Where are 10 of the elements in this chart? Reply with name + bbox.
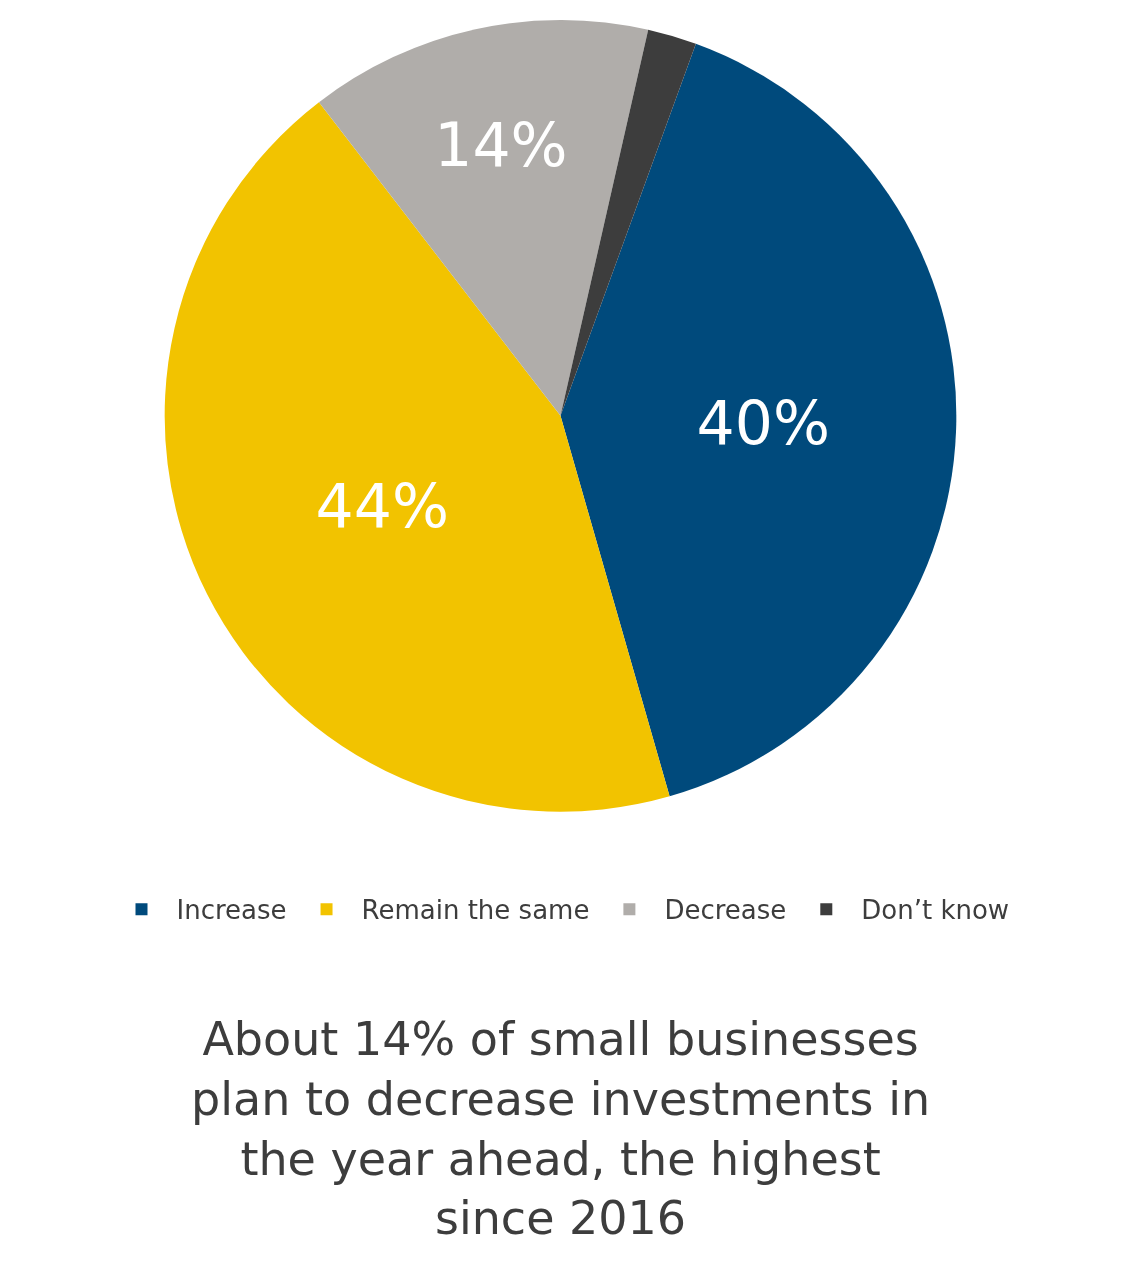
- data-label: 14%: [434, 109, 568, 180]
- data-label: 44%: [315, 470, 449, 541]
- legend-label: Remain the same: [361, 895, 590, 926]
- text: About 14% of small businesses plan to decrease investments in the year ahead, the highest since 2016: [191, 1012, 931, 1246]
- pie-slice: [164, 102, 670, 812]
- legend-label: Decrease: [664, 895, 787, 926]
- legend-label: Don’t know: [861, 895, 1010, 926]
- legend-label: Increase: [176, 895, 287, 926]
- data-label: 40%: [696, 387, 830, 458]
- pie-slice: [318, 20, 649, 416]
